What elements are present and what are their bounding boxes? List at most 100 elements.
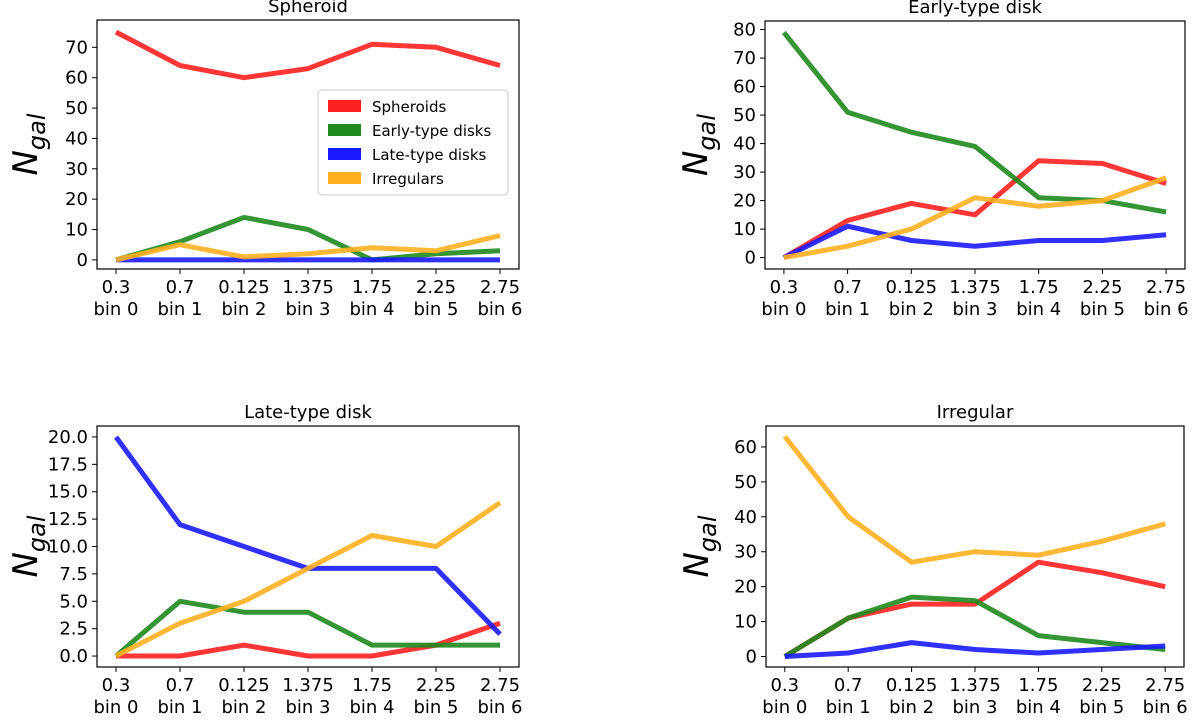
plot-frame bbox=[96, 19, 520, 270]
y-tick-label: 60 bbox=[734, 437, 757, 458]
x-tick-bin-label: bin 3 bbox=[285, 697, 330, 718]
x-tick-label: 2.75 bbox=[1145, 675, 1185, 696]
legend-swatch bbox=[328, 124, 361, 136]
series-line-early-type-disks bbox=[781, 30, 1167, 215]
x-tick-bin-label: bin 1 bbox=[157, 299, 202, 320]
x-tick-bin-label: bin 0 bbox=[762, 697, 807, 718]
x-tick-bin-label: bin 4 bbox=[349, 697, 394, 718]
legend-box bbox=[317, 89, 509, 196]
x-tick-bin-label: bin 6 bbox=[478, 299, 523, 320]
x-tick-bin-label: bin 3 bbox=[952, 697, 997, 718]
x-tick-label: 2.75 bbox=[480, 277, 520, 298]
x-tick-label: 2.75 bbox=[1146, 277, 1186, 298]
legend-swatch bbox=[328, 100, 361, 112]
x-tick-bin-label: bin 0 bbox=[761, 299, 806, 320]
y-axis-label: Ngal bbox=[677, 515, 722, 577]
x-tick-label: 0.3 bbox=[102, 675, 131, 696]
x-tick-label: 2.25 bbox=[1082, 277, 1122, 298]
y-tick-label: 10 bbox=[734, 612, 757, 633]
y-tick-label: 2.5 bbox=[59, 619, 88, 640]
y-tick-label: 7.5 bbox=[59, 564, 88, 585]
x-tick-bin-label: bin 0 bbox=[93, 299, 138, 320]
x-tick-label: 2.25 bbox=[416, 277, 456, 298]
legend-entry: Early-type disks bbox=[372, 122, 491, 140]
y-axis-label: Ngal bbox=[676, 114, 721, 176]
x-tick-label: 0.125 bbox=[218, 675, 270, 696]
y-tick-label: 0.0 bbox=[59, 646, 88, 667]
series-line-early-type-disks bbox=[783, 594, 1166, 659]
x-tick-label: 2.25 bbox=[1082, 675, 1122, 696]
y-tick-label: 20 bbox=[65, 189, 88, 210]
x-tick-bin-label: bin 2 bbox=[221, 697, 266, 718]
x-tick-label: 0.3 bbox=[770, 277, 799, 298]
chart-panel-2: Late-type disk Ngal 0.0 2.5 5.0 7.5 10.0 12.5 15… bbox=[6, 402, 523, 718]
x-tick-label: 0.125 bbox=[218, 277, 270, 298]
plot-frame bbox=[765, 425, 1185, 668]
series-line-early-type-disks bbox=[114, 598, 500, 658]
x-tick-label: 2.25 bbox=[416, 675, 456, 696]
y-tick-label: 15.0 bbox=[48, 482, 88, 503]
series-line-irregulars bbox=[114, 500, 502, 659]
x-tick-label: 1.375 bbox=[949, 277, 1001, 298]
x-tick-label: 0.7 bbox=[833, 277, 862, 298]
x-tick-bin-label: bin 2 bbox=[221, 299, 266, 320]
y-tick-label: 70 bbox=[65, 37, 88, 58]
plot-frame bbox=[96, 425, 520, 668]
y-tick-label: 10 bbox=[65, 220, 88, 241]
chart-title: Early-type disk bbox=[908, 0, 1042, 18]
x-tick-bin-label: bin 5 bbox=[413, 697, 458, 718]
y-tick-label: 0 bbox=[77, 250, 88, 271]
y-tick-label: 40 bbox=[65, 128, 88, 149]
y-tick-label: 60 bbox=[65, 68, 88, 89]
y-tick-label: 50 bbox=[733, 105, 756, 126]
x-tick-label: 1.75 bbox=[1018, 675, 1058, 696]
chart-title: Spheroid bbox=[268, 0, 348, 17]
y-tick-label: 17.5 bbox=[48, 454, 88, 475]
series-line-irregulars bbox=[115, 233, 501, 263]
x-tick-bin-label: bin 6 bbox=[478, 697, 523, 718]
x-tick-label: 0.3 bbox=[102, 277, 131, 298]
plot-frame bbox=[764, 20, 1186, 270]
series-line-late-type-disks bbox=[782, 223, 1167, 260]
x-tick-label: 0.3 bbox=[770, 675, 799, 696]
legend-swatch bbox=[328, 148, 361, 160]
series-line-late-type-disks bbox=[784, 640, 1166, 659]
x-tick-bin-label: bin 1 bbox=[826, 697, 871, 718]
x-tick-bin-label: bin 2 bbox=[889, 299, 934, 320]
x-tick-bin-label: bin 3 bbox=[285, 299, 330, 320]
y-tick-label: 50 bbox=[734, 472, 757, 493]
chart-title: Late-type disk bbox=[244, 402, 372, 423]
y-tick-label: 40 bbox=[733, 134, 756, 155]
x-tick-label: 0.7 bbox=[166, 277, 195, 298]
y-tick-label: 30 bbox=[734, 542, 757, 563]
y-axis-label: Ngal bbox=[6, 515, 51, 577]
x-tick-label: 0.125 bbox=[886, 277, 938, 298]
x-tick-bin-label: bin 4 bbox=[1016, 299, 1061, 320]
y-axis-label: Ngal bbox=[6, 113, 51, 175]
x-tick-label: 1.75 bbox=[352, 277, 392, 298]
series-line-irregulars bbox=[782, 434, 1166, 565]
y-tick-label: 20 bbox=[734, 577, 757, 598]
x-tick-label: 1.375 bbox=[282, 675, 334, 696]
series-line-early-type-disks bbox=[115, 214, 501, 263]
x-tick-bin-label: bin 1 bbox=[825, 299, 870, 320]
y-tick-label: 5.0 bbox=[59, 591, 88, 612]
y-tick-label: 10 bbox=[733, 219, 756, 240]
x-tick-label: 2.75 bbox=[480, 675, 520, 696]
y-tick-label: 40 bbox=[734, 507, 757, 528]
x-tick-bin-label: bin 3 bbox=[952, 299, 997, 320]
legend-entry: Spheroids bbox=[372, 98, 446, 116]
x-tick-bin-label: bin 0 bbox=[93, 697, 138, 718]
x-tick-bin-label: bin 4 bbox=[1016, 697, 1061, 718]
x-tick-bin-label: bin 6 bbox=[1144, 299, 1189, 320]
x-tick-bin-label: bin 6 bbox=[1143, 697, 1188, 718]
y-tick-label: 0 bbox=[745, 248, 756, 269]
chart-panel-1: Early-type diskNgal010203040506070800.3b… bbox=[676, 0, 1189, 320]
y-tick-label: 60 bbox=[733, 77, 756, 98]
x-tick-label: 0.125 bbox=[886, 675, 938, 696]
series-line-spheroids bbox=[114, 29, 501, 81]
y-tick-label: 50 bbox=[65, 98, 88, 119]
